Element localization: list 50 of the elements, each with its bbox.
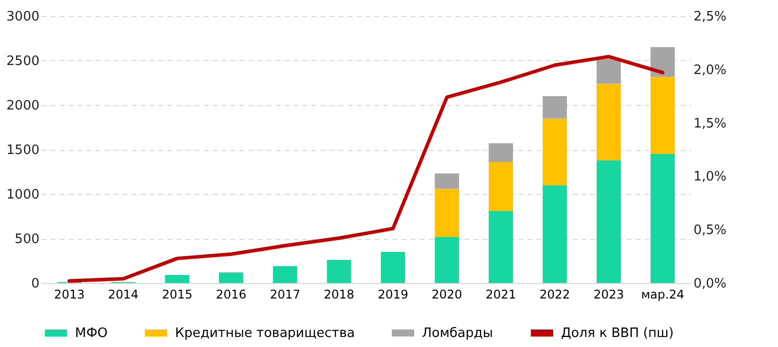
bar — [272, 266, 298, 283]
bar — [219, 272, 244, 283]
x-tick-label: 2015 — [162, 288, 192, 302]
x-tick-label: мар.24 — [641, 288, 684, 302]
y2-tick-label: 2,0% — [694, 62, 727, 78]
bar — [326, 260, 352, 283]
y2-tick-label: 0,5% — [694, 223, 727, 238]
bar — [650, 76, 675, 154]
x-tick-label: 2017 — [270, 288, 300, 302]
bar — [542, 118, 567, 186]
x-tick-label: 2023 — [593, 288, 624, 302]
bar — [434, 236, 460, 283]
x-tick-label: 2020 — [432, 288, 462, 302]
bar — [542, 185, 567, 283]
y2-tick-label: 0,0% — [694, 276, 727, 292]
y2-tick-label: 1,5% — [694, 116, 727, 132]
y2-tick-label: 2,5% — [694, 10, 727, 24]
x-tick-label: 2014 — [108, 288, 139, 302]
y-tick-label: 500 — [14, 232, 40, 247]
x-tick-label: 2021 — [486, 288, 516, 302]
y-tick-label: 1500 — [6, 143, 40, 158]
bar — [434, 188, 460, 237]
x-tick-label: 2013 — [54, 288, 85, 302]
bar — [650, 154, 675, 283]
x-tick-label: 2018 — [324, 288, 354, 302]
y-tick-label: 3000 — [6, 10, 40, 24]
bar — [488, 162, 513, 211]
bar — [434, 174, 460, 189]
bar — [542, 96, 567, 118]
line-series — [68, 54, 664, 283]
x-tick-label: 2016 — [216, 288, 246, 302]
legend-label: Ломбарды — [422, 326, 494, 341]
bar — [596, 160, 621, 283]
legend-label: Кредитные товарищества — [175, 326, 355, 341]
y-tick-label: 2000 — [6, 98, 40, 114]
y-tick-label: 2500 — [6, 54, 40, 69]
y-tick-label: 1000 — [6, 188, 40, 202]
legend-label: МФО — [75, 326, 108, 341]
x-tick-label: 2022 — [540, 288, 570, 302]
legend-label: Доля к ВВП (пш) — [561, 326, 674, 341]
bar — [488, 210, 513, 283]
bar — [165, 274, 190, 283]
bar — [380, 252, 406, 283]
bar — [488, 143, 513, 162]
bar — [596, 84, 621, 160]
y-tick-label: 0 — [31, 276, 40, 292]
bar — [650, 47, 675, 77]
x-tick-label: 2019 — [378, 288, 408, 302]
y2-tick-label: 1,0% — [694, 170, 727, 185]
bar — [596, 58, 621, 84]
